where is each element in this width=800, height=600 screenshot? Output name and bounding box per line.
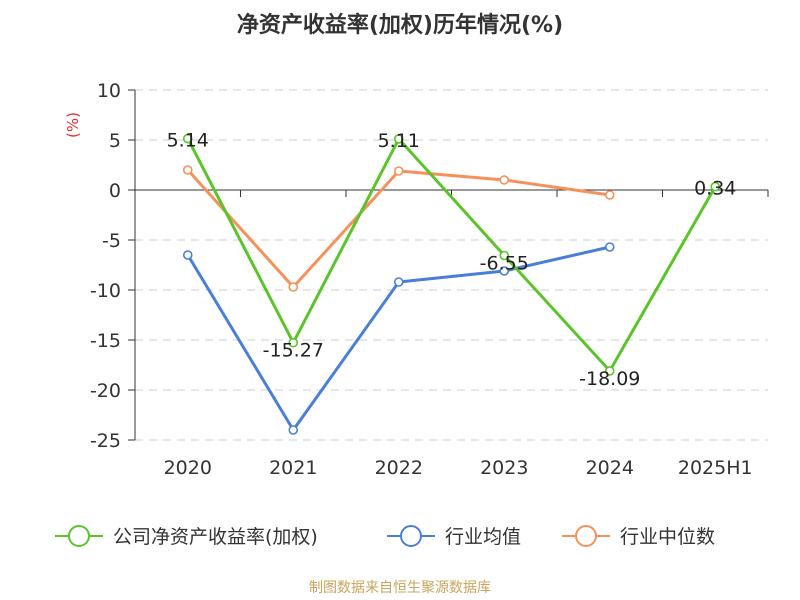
data-point [604, 190, 615, 200]
legend-swatch-marker [400, 525, 422, 547]
data-point [288, 425, 299, 435]
data-label: -18.09 [579, 368, 640, 390]
data-point [182, 133, 193, 144]
data-point [393, 277, 404, 287]
legend-item[interactable]: 公司净资产收益率(加权) [55, 525, 318, 548]
legend-label: 行业中位数 [620, 526, 715, 548]
y-tick-label: 10 [97, 80, 121, 102]
data-label: -6.55 [480, 253, 529, 275]
data-point [710, 181, 721, 192]
data-point [393, 166, 404, 176]
data-label: -15.27 [263, 340, 324, 362]
data-label: 0.34 [694, 178, 736, 200]
x-tick-label: 2022 [375, 457, 423, 479]
chart-title: 净资产收益率(加权)历年情况(%) [237, 12, 563, 38]
y-tick-label: 5 [109, 130, 121, 152]
legend-item[interactable]: 行业均值 [387, 525, 521, 548]
y-tick-label: 0 [109, 180, 121, 202]
data-point [604, 366, 615, 376]
x-tick-label: 2025H1 [678, 457, 753, 479]
series-lines [182, 133, 721, 435]
data-point [288, 337, 299, 348]
data-point [604, 242, 615, 252]
data-point [499, 266, 510, 276]
y-tick-label: -25 [90, 430, 121, 452]
legend-label: 公司净资产收益率(加权) [113, 526, 318, 548]
axes: 10 5 0 -5 -10 -15 -20 -25 2020 2021 2022 2023 2024 20… [90, 80, 769, 479]
data-point [393, 134, 404, 144]
data-point [499, 175, 510, 185]
data-labels: 5.14 -15.27 5.11 -6.55 -18.09 0.34 [167, 130, 737, 390]
data-label: 5.11 [378, 130, 420, 152]
legend-swatch-marker [68, 525, 90, 547]
legend-swatch-marker [575, 525, 597, 547]
x-tick-label: 2020 [164, 457, 212, 479]
x-tick-label: 2023 [480, 457, 528, 479]
data-point [499, 250, 510, 261]
series-line [186, 137, 717, 373]
x-tick-label: 2024 [586, 457, 634, 479]
y-tick-label: -15 [90, 330, 121, 352]
y-tick-label: -5 [102, 230, 121, 252]
legend[interactable]: 公司净资产收益率(加权) 行业均值 行业中位数 [55, 525, 715, 548]
x-tick-label: 2021 [269, 457, 317, 479]
data-point [288, 282, 299, 292]
grid-lines [135, 89, 768, 441]
y-tick-label: -20 [90, 380, 121, 402]
source-note: 制图数据来自恒生聚源数据库 [309, 580, 491, 596]
series-line [186, 168, 611, 289]
legend-label: 行业均值 [445, 526, 521, 548]
data-point [182, 250, 193, 260]
y-axis-label: (%) [64, 112, 82, 138]
data-label: 5.14 [167, 130, 209, 152]
legend-item[interactable]: 行业中位数 [562, 525, 715, 548]
y-tick-label: -10 [90, 280, 121, 302]
data-point [182, 165, 193, 175]
series-line [186, 245, 611, 432]
